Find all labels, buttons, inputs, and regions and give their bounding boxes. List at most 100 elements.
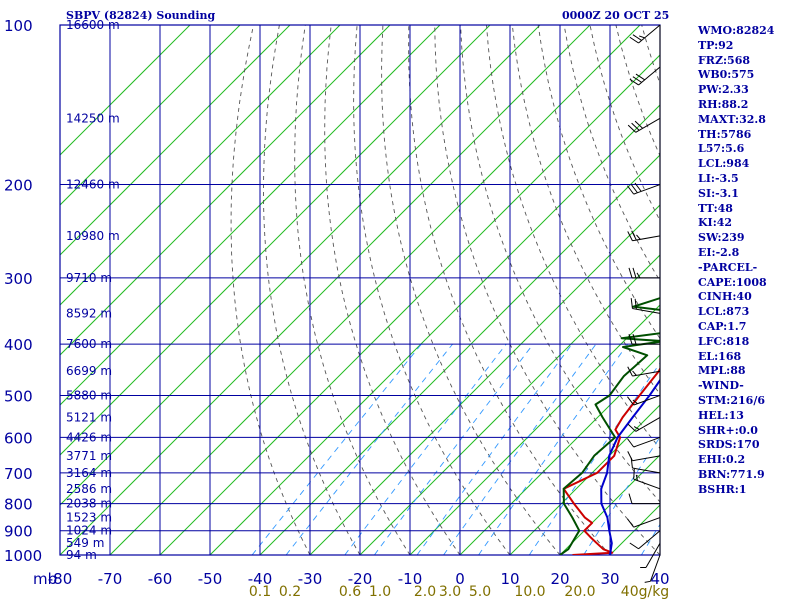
wind-barb-staff: [633, 517, 661, 528]
dry-adiabat-line: [434, 25, 660, 555]
mixing-ratio-label: 2.0: [414, 584, 436, 600]
wind-barb-feather: [635, 73, 645, 81]
wind-barb-staff: [632, 308, 661, 314]
wind-barb-feather: [636, 234, 641, 240]
wind-barb-staff: [638, 66, 661, 86]
temperature-tick-label: 0: [455, 570, 465, 588]
temperature-tick-label: -70: [98, 570, 123, 588]
mixing-ratio-line: [478, 343, 629, 555]
temperature-tick-label: -60: [148, 570, 173, 588]
wind-barb-feather: [627, 423, 637, 432]
wind-barb-feather: [631, 122, 640, 131]
chart-title: SBPV (82824) Sounding: [66, 9, 216, 22]
height-label: 94 m: [66, 548, 97, 562]
wind-barb-staff: [635, 117, 661, 133]
wind-barb-staff: [635, 416, 661, 432]
wind-barb-feather: [627, 451, 633, 461]
wind-barb-feather: [636, 272, 641, 279]
mixing-ratio-label: 20.0: [564, 584, 595, 600]
index-item: CAPE:1008: [698, 275, 767, 289]
pressure-tick-label: 300: [4, 270, 33, 288]
index-item: LI:-3.5: [698, 171, 739, 185]
height-label: 549 m: [66, 536, 104, 550]
dry-adiabat-line: [408, 25, 611, 555]
wind-barb-feather: [633, 426, 640, 430]
mixing-ratio-label: 1.0: [369, 584, 391, 600]
index-item: EL:168: [698, 349, 742, 363]
mixing-ratio-line: [416, 343, 573, 555]
isotherm-line: [60, 25, 291, 256]
index-item: LCL:984: [698, 157, 750, 171]
wind-barb-staff: [632, 235, 661, 242]
wind-barb-feather: [633, 468, 635, 480]
height-label: 5880 m: [66, 388, 112, 402]
isotherm-line: [509, 404, 660, 555]
isotherm-line: [209, 104, 660, 555]
index-item: CAP:1.7: [698, 319, 747, 333]
height-label: 5121 m: [66, 410, 112, 424]
wind-barb-feather: [631, 230, 637, 241]
background-lines: [60, 25, 660, 555]
pressure-tick-label: 500: [4, 387, 33, 405]
mixing-ratio-label: 0.6: [339, 584, 361, 600]
index-item: STM:216/6: [698, 393, 765, 407]
index-item: RH:88.2: [698, 97, 749, 111]
height-label: 3164 m: [66, 466, 112, 480]
index-item: FRZ:568: [698, 53, 751, 67]
index-item: -PARCEL-: [698, 260, 758, 274]
pressure-tick-label: 1000: [4, 547, 42, 565]
wind-barb-feather: [632, 333, 637, 345]
index-item: SW:239: [698, 231, 745, 245]
height-label: 2038 m: [66, 497, 112, 511]
index-item: LFC:818: [698, 334, 750, 348]
wind-barb-feather: [639, 35, 645, 39]
mixing-ratio-label: 0.1: [249, 584, 271, 600]
stability-indices: WMO:82824 TP:92 FRZ:568 WB0:575 PW:2.33 RH:88…: [698, 24, 774, 498]
isotherm-line: [259, 154, 660, 555]
temperature-tick-label: -40: [248, 570, 273, 588]
wind-barb-feather: [632, 267, 637, 279]
wind-barb-feather: [635, 474, 638, 481]
pressure-tick-label: 800: [4, 496, 33, 514]
isotherm-line: [159, 54, 660, 555]
wind-profile: [627, 24, 661, 583]
mixing-ratio-label: 40g/kg: [621, 584, 669, 600]
dry-adiabat-line: [353, 25, 511, 555]
pressure-tick-label: 600: [4, 429, 33, 447]
mixing-ratio-label: 0.2: [279, 584, 301, 600]
index-item: BRN:771.9: [698, 467, 765, 481]
index-item: TT:48: [698, 201, 733, 215]
wind-barb-feather: [627, 366, 633, 377]
isotherm-line: [60, 25, 191, 156]
index-item: BSHR:1: [698, 482, 747, 496]
wind-barb-staff: [633, 478, 661, 490]
parcel-trace: [600, 378, 660, 555]
index-item: LCL:873: [698, 305, 750, 319]
wind-barb-staff: [632, 455, 661, 462]
isotherm-line: [309, 204, 660, 555]
index-item: EHI:0.2: [698, 453, 746, 467]
mixing-ratio-label: 3.0: [439, 584, 461, 600]
height-label: 8592 m: [66, 306, 112, 320]
dry-adiabat-line: [294, 25, 411, 555]
wind-barb-feather: [627, 231, 633, 241]
index-item: KI:42: [698, 216, 733, 230]
wind-barb-feather: [632, 399, 638, 405]
wind-barb-feather: [632, 34, 642, 41]
temperature-tick-label: -20: [348, 570, 373, 588]
wind-barb-staff: [632, 467, 661, 474]
temperature-trace: [562, 366, 660, 555]
wind-barb-feather: [627, 518, 635, 528]
dry-adiabat-line: [486, 25, 660, 450]
index-item: TP:92: [698, 38, 734, 52]
pressure-tick-label: 200: [4, 177, 33, 195]
wind-barb-staff: [638, 24, 661, 44]
height-label: 9710 m: [66, 271, 112, 285]
wind-barb-staff: [633, 436, 661, 448]
wind-barb-feather: [627, 438, 635, 448]
isotherm-line: [60, 25, 591, 555]
wind-barb-feather: [632, 76, 642, 83]
wind-barb-feather: [628, 493, 633, 504]
height-label: 2586 m: [66, 482, 112, 496]
